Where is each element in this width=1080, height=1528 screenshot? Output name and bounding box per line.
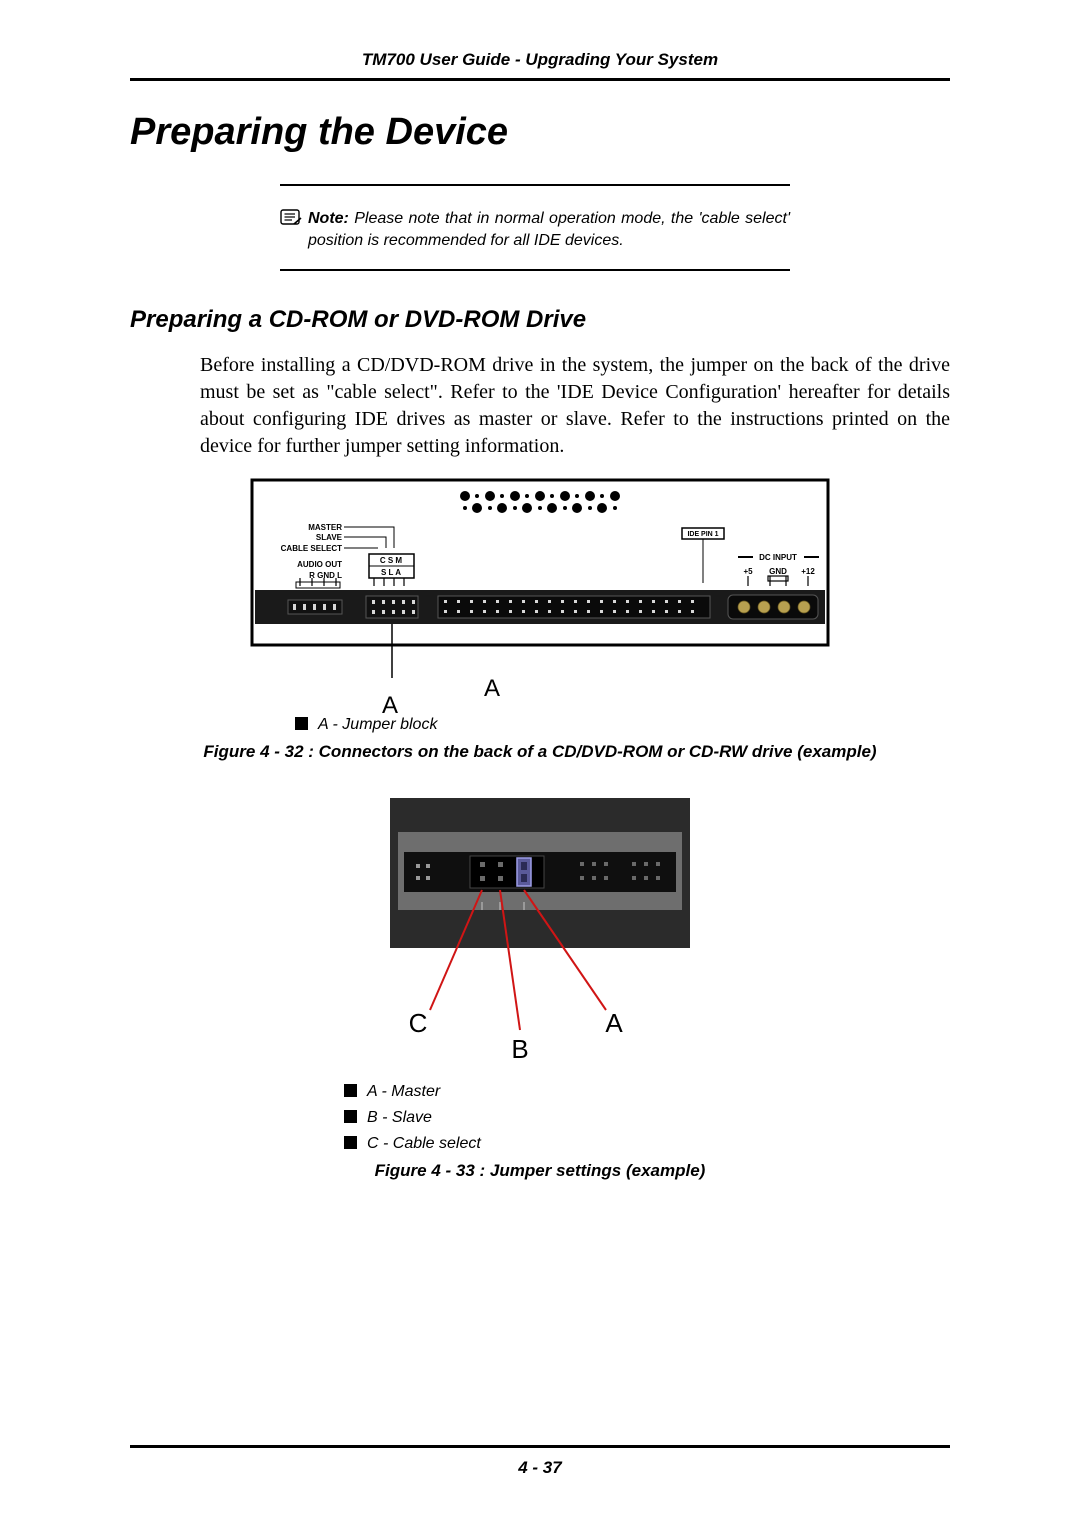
figure-1: MASTER SLAVE CABLE SELECT AUDIO OUT R GN… xyxy=(250,478,950,708)
svg-text:IDE PIN 1: IDE PIN 1 xyxy=(687,531,718,538)
body-paragraph: Before installing a CD/DVD-ROM drive in … xyxy=(200,352,950,460)
svg-text:A: A xyxy=(605,1008,623,1038)
note-rule-bottom xyxy=(280,269,790,271)
figure-2: C B A xyxy=(130,790,950,1075)
note-body: Note: Please note that in normal operati… xyxy=(280,186,790,269)
svg-text:B: B xyxy=(511,1034,528,1064)
svg-text:R GND L: R GND L xyxy=(309,571,342,580)
legend-item: C - Cable select xyxy=(344,1135,644,1153)
page-footer: 4 - 37 xyxy=(130,1445,950,1478)
page-content: TM700 User Guide - Upgrading Your System… xyxy=(130,50,950,1478)
figure-2-legend: A - Master B - Slave C - Cable select xyxy=(344,1083,644,1153)
note-label: Note: xyxy=(308,210,349,227)
svg-text:C: C xyxy=(409,1008,428,1038)
svg-text:A: A xyxy=(484,675,500,702)
legend-square-icon xyxy=(344,1084,357,1097)
svg-text:C S M: C S M xyxy=(380,556,403,565)
figure-2-svg: C B A xyxy=(370,790,710,1070)
page-title: Preparing the Device xyxy=(130,111,950,154)
svg-text:S L A: S L A xyxy=(381,568,401,577)
svg-text:SLAVE: SLAVE xyxy=(316,533,343,542)
footer-rule xyxy=(130,1445,950,1448)
legend-square-icon xyxy=(344,1110,357,1123)
svg-text:MASTER: MASTER xyxy=(308,523,342,532)
svg-text:DC INPUT: DC INPUT xyxy=(759,553,797,562)
note-icon xyxy=(280,208,302,251)
note-content: Please note that in normal operation mod… xyxy=(308,210,790,249)
legend-square-icon xyxy=(344,1136,357,1149)
svg-text:+12: +12 xyxy=(801,567,815,576)
svg-text:AUDIO OUT: AUDIO OUT xyxy=(297,560,342,569)
svg-text:GND: GND xyxy=(769,567,787,576)
section-heading: Preparing a CD-ROM or DVD-ROM Drive xyxy=(130,306,950,334)
svg-text:+5: +5 xyxy=(743,567,753,576)
legend-item: B - Slave xyxy=(344,1109,644,1127)
svg-text:CABLE SELECT: CABLE SELECT xyxy=(281,544,342,553)
page-header: TM700 User Guide - Upgrading Your System xyxy=(130,50,950,78)
figure-1-caption: Figure 4 - 32 : Connectors on the back o… xyxy=(130,742,950,762)
legend-square-icon xyxy=(295,717,308,730)
header-rule xyxy=(130,78,950,81)
figure-2-caption: Figure 4 - 33 : Jumper settings (example… xyxy=(130,1161,950,1181)
figure-1-callout-A: A xyxy=(382,692,398,720)
figure-1-svg: MASTER SLAVE CABLE SELECT AUDIO OUT R GN… xyxy=(250,478,830,708)
page-number: 4 - 37 xyxy=(130,1458,950,1478)
note-text: Note: Please note that in normal operati… xyxy=(308,208,790,251)
legend-item: A - Master xyxy=(344,1083,644,1101)
note-block: Note: Please note that in normal operati… xyxy=(280,184,790,271)
